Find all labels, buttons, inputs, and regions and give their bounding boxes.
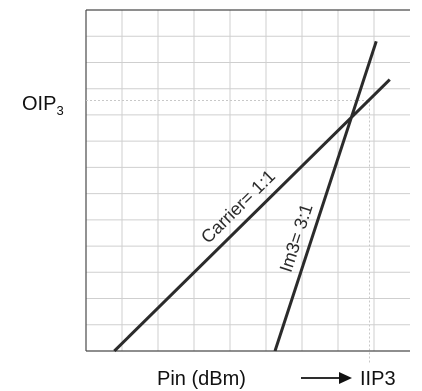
oip3-label: OIP3 [22, 93, 64, 118]
iip3-number: 3 [384, 368, 395, 390]
plot-frame [85, 9, 410, 352]
grid [86, 10, 410, 351]
x-axis-label: Pin (dBm) [157, 368, 246, 390]
oip3-subscript: 3 [56, 103, 63, 118]
im3-line [273, 40, 378, 352]
intercept-reference-lines [86, 99, 370, 363]
carrier-line [113, 78, 391, 353]
x-axis-arrow-head [339, 372, 352, 384]
series-lines [113, 40, 391, 353]
iip3-label: IIP3 [360, 368, 396, 390]
carrier-label: Carrier= 1:1 [197, 166, 279, 247]
